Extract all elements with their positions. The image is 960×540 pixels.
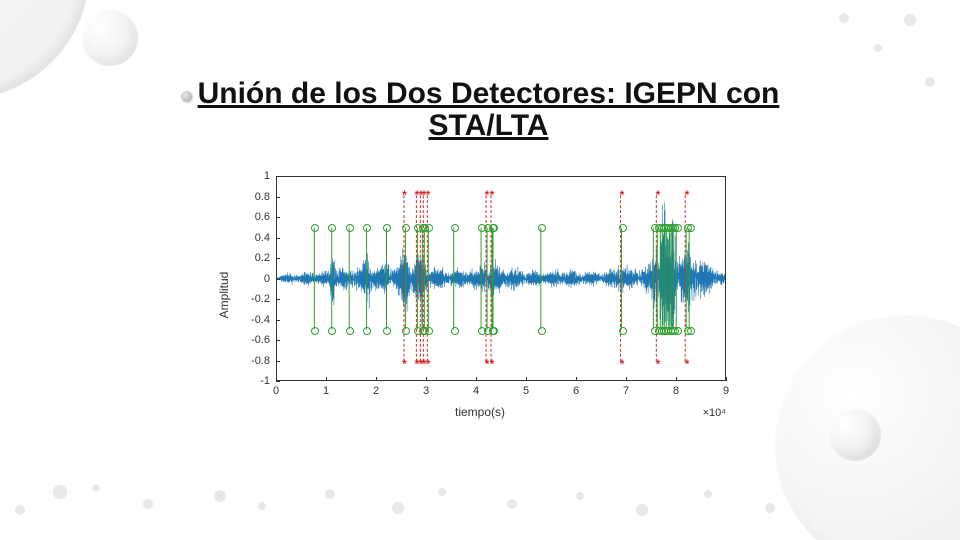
bullet-icon <box>181 91 192 102</box>
green-circle-marker <box>490 327 498 335</box>
green-circle-marker <box>674 327 682 335</box>
x-tick-label: 5 <box>523 385 529 397</box>
y-tick-label: -1 <box>240 375 270 387</box>
x-tick-label: 4 <box>473 385 479 397</box>
title-line2: STA/LTA <box>429 109 549 142</box>
green-circle-marker <box>383 224 391 232</box>
green-circle-marker <box>346 224 354 232</box>
slide-title: Unión de los Dos Detectores: IGEPN con S… <box>198 78 780 143</box>
green-circle-marker <box>328 224 336 232</box>
green-circle-marker <box>363 327 371 335</box>
y-tick-label: 0.6 <box>240 211 270 223</box>
y-tick-label: -0.4 <box>240 314 270 326</box>
red-star-marker: * <box>490 192 495 198</box>
green-circle-marker <box>538 224 546 232</box>
x-tick-label: 8 <box>673 385 679 397</box>
green-circle-marker <box>363 224 371 232</box>
seismic-chart: Amplitud ******************** -1-0.8-0.6… <box>230 172 730 417</box>
y-tick-label: 1 <box>240 170 270 182</box>
signal-layer <box>277 177 725 380</box>
green-circle-marker <box>311 327 319 335</box>
green-circle-marker <box>451 224 459 232</box>
green-circle-marker <box>490 224 498 232</box>
x-axis-multiplier: ×10⁴ <box>703 407 726 419</box>
y-axis-label: Amplitud <box>217 271 231 318</box>
green-circle-marker <box>402 224 410 232</box>
green-circle-marker <box>425 327 433 335</box>
x-tick-label: 7 <box>623 385 629 397</box>
x-tick-label: 0 <box>273 385 279 397</box>
green-circle-marker <box>619 224 627 232</box>
y-tick-label: -0.6 <box>240 334 270 346</box>
red-star-marker: * <box>490 361 495 367</box>
x-tick-label: 9 <box>723 385 729 397</box>
title-line1: Unión de los Dos Detectores: IGEPN con <box>198 77 780 110</box>
y-tick-label: -0.8 <box>240 355 270 367</box>
green-circle-marker <box>538 327 546 335</box>
y-tick-label: 0.4 <box>240 232 270 244</box>
red-star-marker: * <box>685 192 690 198</box>
green-circle-marker <box>687 224 695 232</box>
green-circle-marker <box>328 327 336 335</box>
green-circle-marker <box>451 327 459 335</box>
red-star-marker: * <box>656 192 661 198</box>
green-circle-marker <box>619 327 627 335</box>
red-star-marker: * <box>402 192 407 198</box>
y-tick-label: 0.2 <box>240 252 270 264</box>
y-tick-label: 0.8 <box>240 191 270 203</box>
plot-area: ******************** <box>276 176 726 381</box>
green-circle-marker <box>674 224 682 232</box>
y-tick-label: 0 <box>240 273 270 285</box>
red-star-marker: * <box>426 361 431 367</box>
x-tick-label: 3 <box>423 385 429 397</box>
x-tick-label: 6 <box>573 385 579 397</box>
x-tick-label: 1 <box>323 385 329 397</box>
red-star-marker: * <box>426 192 431 198</box>
x-tick-label: 2 <box>373 385 379 397</box>
green-circle-marker <box>346 327 354 335</box>
red-star-marker: * <box>685 361 690 367</box>
red-star-marker: * <box>656 361 661 367</box>
green-circle-marker <box>687 327 695 335</box>
red-star-marker: * <box>485 361 490 367</box>
red-star-marker: * <box>402 361 407 367</box>
red-star-marker: * <box>620 192 625 198</box>
x-axis-label: tiempo(s) <box>455 405 505 419</box>
red-star-marker: * <box>620 361 625 367</box>
green-circle-marker <box>383 327 391 335</box>
green-circle-marker <box>402 327 410 335</box>
green-circle-marker <box>311 224 319 232</box>
y-tick-label: -0.2 <box>240 293 270 305</box>
red-star-marker: * <box>485 192 490 198</box>
green-circle-marker <box>425 224 433 232</box>
